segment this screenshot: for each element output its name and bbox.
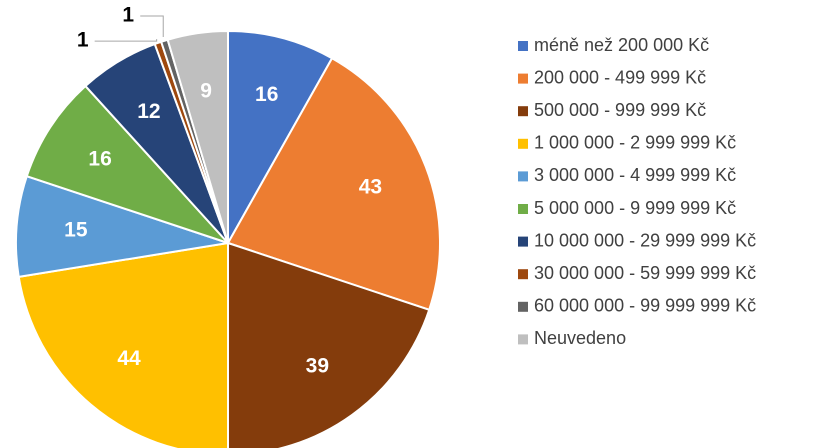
pie-slice bbox=[17, 241, 229, 448]
pie-slice bbox=[166, 29, 229, 244]
legend-label: 500 000 - 999 999 Kč bbox=[534, 100, 706, 120]
legend-label: 3 000 000 - 4 999 999 Kč bbox=[534, 165, 736, 185]
legend-swatch bbox=[518, 334, 528, 345]
legend-label: Neuvedeno bbox=[534, 328, 626, 348]
legend-label: 10 000 000 - 29 999 999 Kč bbox=[534, 230, 756, 250]
legend-swatch bbox=[518, 204, 528, 214]
pie-slice bbox=[226, 56, 441, 312]
data-label: 9 bbox=[200, 79, 212, 102]
pie-slice bbox=[25, 84, 232, 246]
pie-slice bbox=[15, 174, 229, 278]
legend-swatch bbox=[518, 106, 528, 117]
leader-line bbox=[140, 15, 164, 37]
data-label: 1 bbox=[77, 29, 89, 52]
data-label: 15 bbox=[64, 218, 88, 241]
data-label: 1 bbox=[122, 3, 134, 26]
data-label: 43 bbox=[359, 176, 382, 199]
legend-swatch bbox=[518, 269, 528, 280]
legend-label: 30 000 000 - 59 999 999 Kč bbox=[534, 263, 756, 283]
legend-swatch bbox=[518, 41, 528, 51]
data-label: 44 bbox=[117, 347, 141, 370]
data-label: 12 bbox=[137, 100, 160, 123]
legend-swatch bbox=[518, 301, 528, 312]
legend-label: 60 000 000 - 99 999 999 Kč bbox=[534, 296, 756, 316]
legend-swatch bbox=[518, 138, 528, 149]
legend-label: 200 000 - 499 999 Kč bbox=[534, 67, 706, 87]
pie-slice bbox=[227, 29, 334, 247]
legend-swatch bbox=[518, 73, 528, 84]
legend-swatch bbox=[518, 236, 528, 247]
leader-line bbox=[94, 39, 158, 42]
legend-label: 5 000 000 - 9 999 999 Kč bbox=[534, 198, 736, 218]
data-label: 39 bbox=[306, 354, 329, 377]
legend-swatch bbox=[518, 171, 528, 182]
legend-label: 1 000 000 - 2 999 999 Kč bbox=[534, 133, 736, 153]
data-label: 16 bbox=[88, 147, 111, 170]
data-label: 16 bbox=[255, 83, 278, 106]
pie-slice bbox=[227, 241, 431, 448]
legend-label: méně než 200 000 Kč bbox=[534, 35, 709, 55]
